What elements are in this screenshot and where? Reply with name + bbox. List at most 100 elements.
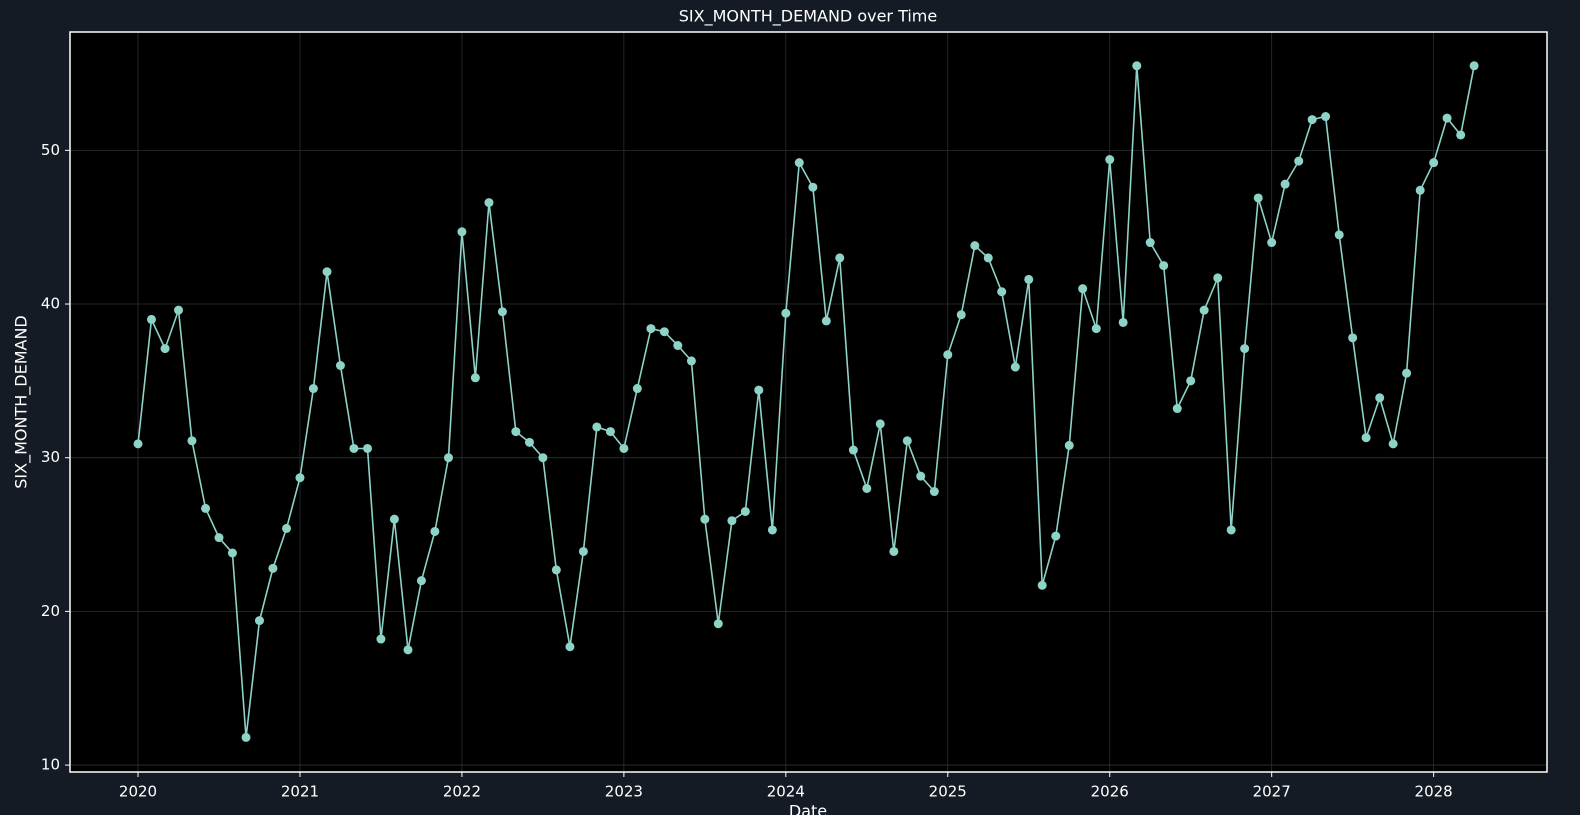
data-point [875,419,885,429]
data-point [1037,580,1047,590]
data-point [1469,61,1479,71]
x-tick-label: 2022 [443,783,481,801]
data-point [443,453,453,463]
data-point [578,546,588,556]
x-tick-label: 2028 [1415,783,1453,801]
data-point [187,436,197,446]
data-point [308,384,318,394]
data-point [1199,305,1209,315]
data-point [1010,362,1020,372]
data-point [430,526,440,536]
data-point [457,227,467,237]
data-point [1091,324,1101,334]
data-point [727,516,737,526]
data-point [929,487,939,497]
data-point [1078,284,1088,294]
data-point [1132,61,1142,71]
data-point [673,341,683,351]
y-tick-label: 10 [41,756,60,774]
data-point [470,373,480,383]
data-point [1159,261,1169,271]
data-point [956,310,966,320]
y-tick-label: 40 [41,295,60,313]
data-point [1307,115,1317,125]
data-point [1267,238,1277,248]
data-point [484,198,494,208]
data-point [1186,376,1196,386]
data-point [862,483,872,493]
data-point [1213,273,1223,283]
data-point [403,645,413,655]
x-tick-label: 2027 [1253,783,1291,801]
data-point [1456,130,1466,140]
data-point [1280,179,1290,189]
data-point [1361,433,1371,443]
data-point [808,182,818,192]
data-point [1226,525,1236,535]
data-point [268,563,278,573]
data-point [160,344,170,354]
x-tick-label: 2025 [929,783,967,801]
data-point [1172,404,1182,414]
data-point [632,384,642,394]
data-point [1051,531,1061,541]
data-point [848,445,858,455]
data-point [943,350,953,360]
x-tick-label: 2020 [119,783,157,801]
data-point [282,523,292,533]
data-point [524,437,534,447]
y-tick-label: 20 [41,602,60,620]
data-point [1321,112,1331,122]
data-point [1334,230,1344,240]
data-point [902,436,912,446]
data-point [1253,193,1263,203]
data-point [659,327,669,337]
data-point [1240,344,1250,354]
data-point [1388,439,1398,449]
data-point [335,360,345,370]
data-point [686,356,696,366]
data-point [1348,333,1358,343]
data-point [619,443,629,453]
data-point [497,307,507,317]
data-point [227,548,237,558]
data-point [916,471,926,481]
data-point [133,439,143,449]
data-point [538,453,548,463]
data-point [1415,185,1425,195]
data-point [605,427,615,437]
data-point [970,241,980,251]
data-point [363,443,373,453]
data-point [1118,317,1128,327]
data-point [214,533,224,543]
data-point [1429,158,1439,168]
data-point [174,305,184,315]
y-tick-label: 50 [41,141,60,159]
data-point [713,619,723,629]
data-point [349,443,359,453]
plot-border [69,31,1548,773]
data-point [241,732,251,742]
data-point [1064,440,1074,450]
data-point [1442,113,1452,123]
data-point [889,546,899,556]
data-point [997,287,1007,297]
x-axis-label: Date [789,802,827,815]
data-point [1294,156,1304,166]
data-point [794,158,804,168]
data-point [295,473,305,483]
data-point [767,525,777,535]
data-point [322,267,332,277]
data-point [551,565,561,575]
data-point [511,427,521,437]
data-point [740,507,750,517]
data-point [835,253,845,263]
data-point [201,503,211,513]
data-point [821,316,831,326]
plot-area [70,32,1547,772]
y-tick-label: 30 [41,448,60,466]
data-point [565,642,575,652]
data-point [754,385,764,395]
data-point [254,616,264,626]
